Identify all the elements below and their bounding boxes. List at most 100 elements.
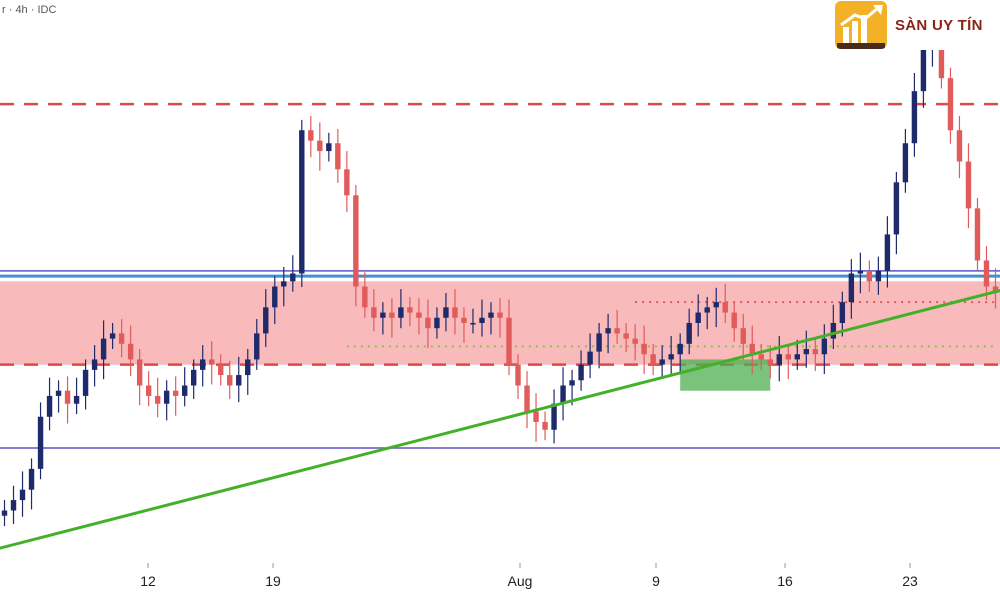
candle-body (515, 364, 521, 386)
candle-body (605, 328, 611, 334)
candles-layer (1, 7, 999, 527)
candle-body (497, 312, 503, 318)
candle-body (506, 317, 512, 365)
candle-body (200, 359, 206, 370)
candle-body (848, 273, 855, 303)
candle-body (254, 333, 260, 360)
candle-body (857, 270, 864, 274)
candle-body (64, 390, 71, 404)
candle-body (695, 312, 701, 323)
candle-body (317, 140, 323, 152)
candle-body (118, 333, 125, 344)
candle-body (893, 182, 900, 235)
brand-logo: SÀN UY TÍN (835, 0, 1000, 50)
candle-body (218, 364, 224, 376)
candle-body (866, 270, 873, 282)
candle-body (434, 317, 440, 329)
candle-body (551, 403, 557, 430)
brand-name: SÀN UY TÍN (895, 16, 983, 34)
candle-body (380, 312, 386, 318)
candle-body (344, 169, 350, 196)
candle-body (803, 349, 810, 355)
candle-body (100, 338, 107, 360)
candle-body (19, 489, 26, 501)
candle-body (587, 351, 593, 365)
candle-body (145, 385, 152, 396)
candle-body (136, 359, 143, 386)
candle-body (181, 385, 188, 396)
candle-body (560, 385, 566, 404)
candle-body (821, 338, 828, 355)
candle-body (731, 312, 737, 329)
x-axis: 12 19 Aug 9 16 23 (140, 563, 918, 589)
candle-body (704, 307, 710, 313)
candle-body (641, 343, 647, 355)
candle-body (776, 354, 782, 365)
x-tick-label: 19 (265, 573, 281, 589)
candle-body (686, 322, 692, 344)
candle-body (172, 390, 179, 396)
candle-body (884, 234, 891, 271)
candle-body (524, 385, 530, 412)
symbol-header: r · 4h · IDC (2, 4, 57, 16)
highlight-layer (680, 359, 771, 391)
candle-body (281, 281, 287, 287)
candle-body (596, 333, 602, 352)
candle-body (362, 286, 368, 308)
candle-body (794, 354, 800, 360)
candle-body (398, 307, 404, 318)
candle-body (37, 416, 44, 469)
levels-layer (0, 102, 1000, 449)
candle-body (965, 161, 972, 209)
candle-body (263, 307, 269, 334)
candle-body (236, 375, 242, 386)
x-tick-label: 16 (777, 573, 793, 589)
candle-body (55, 390, 62, 396)
candle-body (623, 333, 629, 339)
candle-body (569, 380, 575, 386)
candle-body (452, 307, 458, 318)
candle-body (127, 343, 134, 360)
x-tick-label: 23 (902, 573, 918, 589)
candle-body (713, 302, 719, 308)
candle-body (91, 359, 98, 370)
candle-body (163, 390, 170, 404)
candle-body (479, 317, 485, 323)
candle-body (677, 343, 683, 355)
candle-body (461, 317, 467, 323)
candle-body (578, 364, 584, 381)
candle-body (956, 130, 963, 162)
candle-body (470, 322, 476, 325)
candle-body (533, 411, 539, 422)
candle-body (82, 369, 89, 396)
candle-body (326, 143, 332, 152)
candle-body (974, 208, 981, 261)
candle-body (245, 359, 251, 376)
candle-body (290, 273, 296, 282)
support-highlight-box (680, 359, 771, 391)
candle-body (722, 302, 728, 313)
trendline-layer (0, 289, 1000, 550)
candle-body (209, 359, 215, 365)
candle-body (983, 260, 990, 287)
candle-body (425, 317, 431, 329)
candle-body (1, 510, 8, 516)
candle-body (875, 270, 882, 282)
bar-chart-arrow-icon (835, 1, 887, 49)
candle-body (443, 307, 449, 318)
candle-body (227, 375, 233, 386)
candle-body (614, 328, 620, 334)
candle-body (28, 468, 35, 490)
candle-body (740, 328, 746, 344)
candle-body (992, 286, 999, 292)
candle-body (650, 354, 656, 365)
candle-body (911, 91, 918, 144)
candle-body (659, 359, 665, 365)
candle-body (353, 195, 359, 287)
candle-body (920, 46, 927, 92)
candle-body (947, 78, 954, 131)
x-tick-label: 12 (140, 573, 156, 589)
candle-body (785, 354, 791, 360)
candle-body (488, 312, 494, 318)
candle-body (299, 130, 305, 274)
